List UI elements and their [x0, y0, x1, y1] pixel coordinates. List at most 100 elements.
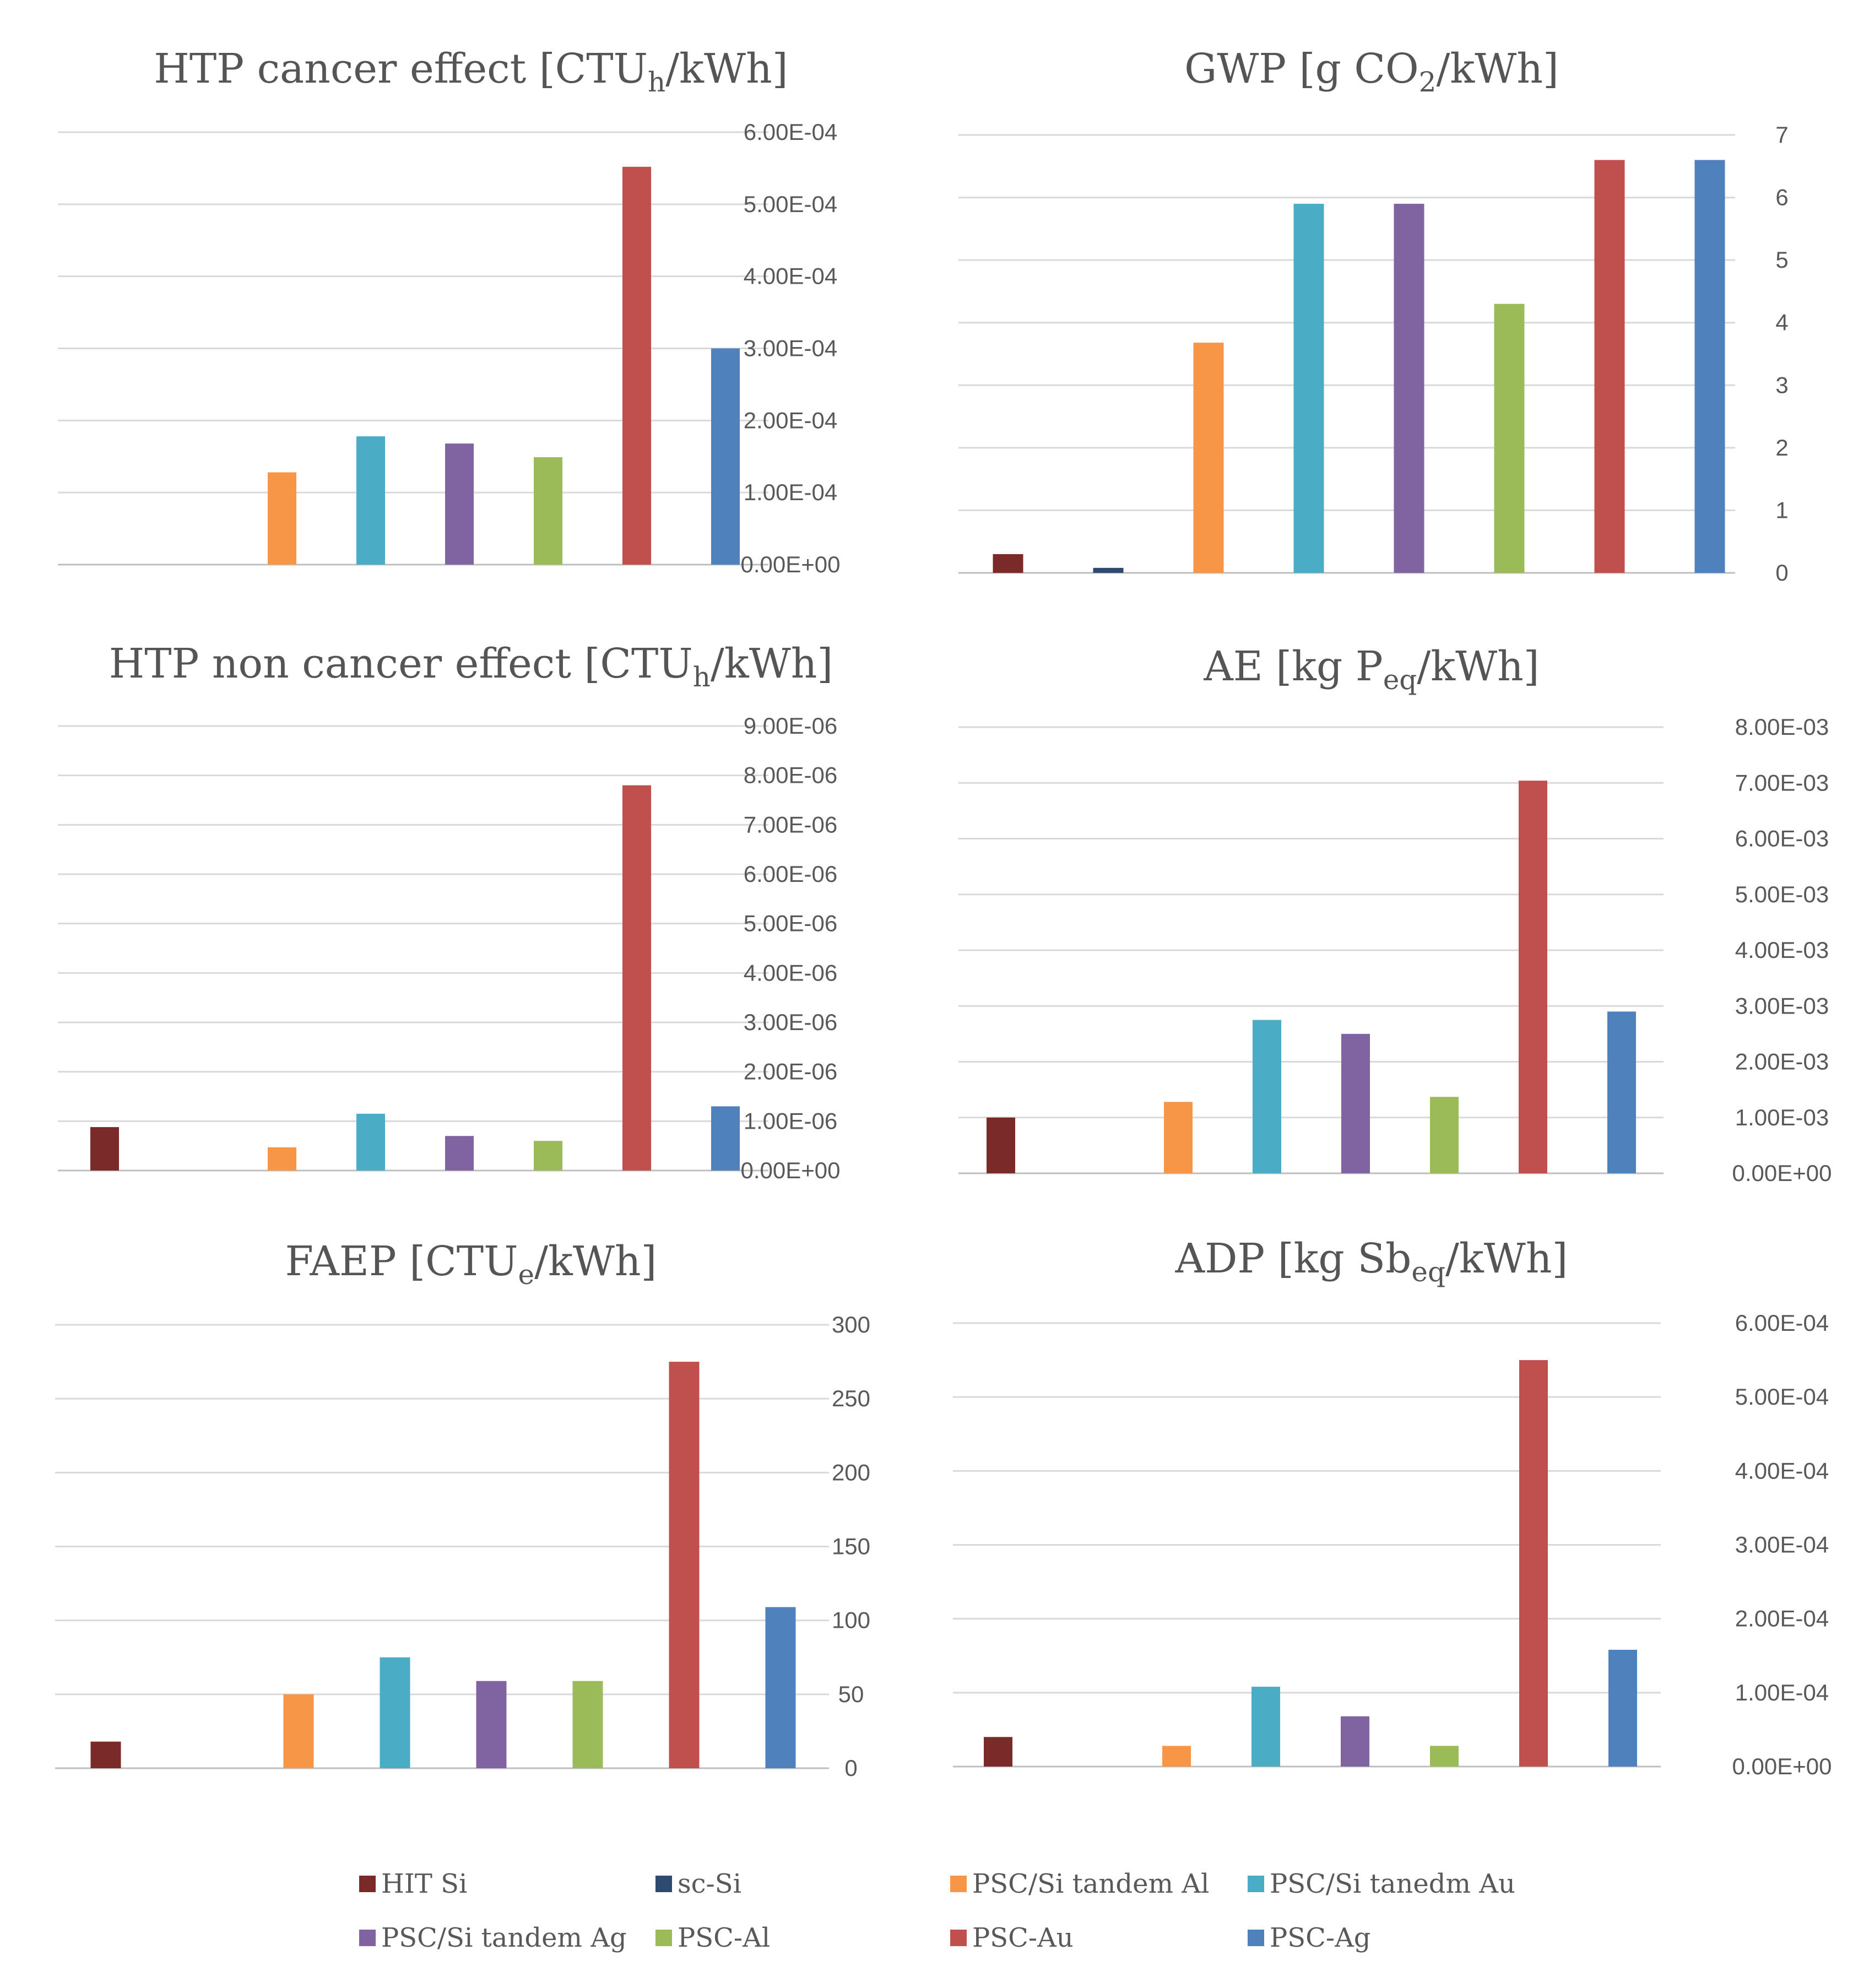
bar-psc-si-tandem-al: [268, 472, 296, 565]
bar-hit-si: [90, 1127, 119, 1171]
legend-item: PSC/Si tandem Al: [950, 1868, 1209, 1899]
y-tick-label: 4.00E-06: [744, 960, 837, 985]
y-tick-label: 0.00E+00: [1732, 1160, 1832, 1186]
bar-psc-si-tandem-al: [1164, 1102, 1193, 1173]
chart-panel-3: HTP non cancer effect [CTUh/kWh] 0.00E+00…: [58, 640, 841, 1183]
y-tick-label: 5: [1775, 247, 1788, 273]
chart-title-subscript: h: [648, 66, 665, 98]
y-tick-label: 0: [1775, 560, 1788, 586]
bar-hit-si: [987, 1117, 1015, 1173]
chart-title-tail: /kWh]: [665, 45, 788, 93]
y-tick-label: 1.00E-04: [1735, 1680, 1829, 1705]
y-tick-label: 150: [832, 1534, 870, 1559]
chart-title-tail: /kWh]: [1436, 45, 1558, 93]
bar-psc-si-tanedm-au: [1293, 203, 1324, 573]
y-tick-label: 0.00E+00: [740, 1157, 840, 1183]
y-tick-label: 6.00E-04: [1735, 1310, 1829, 1336]
chart-title-tail: /kWh]: [711, 640, 833, 687]
y-tick-label: 1: [1775, 497, 1788, 523]
legend-item: PSC-Au: [950, 1922, 1074, 1953]
legend-label: PSC/Si tanedm Au: [1270, 1868, 1515, 1899]
bar-psc-ag: [711, 348, 740, 565]
bar-psc-al: [1494, 304, 1525, 573]
bar-psc-au: [622, 785, 651, 1171]
y-tick-label: 2.00E-04: [1735, 1606, 1829, 1632]
legend-swatch: [655, 1930, 672, 1946]
y-tick-label: 250: [832, 1385, 870, 1411]
bar-psc-au: [1519, 1360, 1548, 1767]
legend-label: PSC/Si tandem Ag: [381, 1922, 627, 1953]
y-tick-label: 7.00E-03: [1735, 770, 1829, 795]
bar-psc-al: [534, 1141, 562, 1171]
legend-item: sc-Si: [655, 1868, 741, 1899]
legend-swatch: [1248, 1876, 1264, 1892]
bar-hit-si: [984, 1737, 1012, 1767]
y-tick-label: 5.00E-03: [1735, 881, 1829, 907]
y-tick-label: 7.00E-06: [744, 811, 837, 837]
legend-label: PSC/Si tandem Al: [972, 1868, 1209, 1899]
y-tick-label: 3.00E-03: [1735, 993, 1829, 1019]
y-tick-label: 9.00E-06: [744, 713, 837, 739]
y-tick-label: 4: [1775, 310, 1788, 335]
y-tick-label: 3: [1775, 372, 1788, 398]
bar-hit-si: [993, 554, 1023, 573]
legend-label: PSC-Ag: [1270, 1922, 1371, 1953]
y-tick-label: 4.00E-03: [1735, 937, 1829, 963]
legend-swatch: [655, 1876, 672, 1892]
legend-item: PSC-Al: [655, 1922, 770, 1953]
y-tick-label: 0: [844, 1755, 857, 1781]
bar-psc-si-tandem-ag: [1341, 1033, 1370, 1173]
y-tick-label: 200: [832, 1459, 870, 1485]
y-tick-label: 300: [832, 1312, 870, 1337]
chart-title-main: FAEP [CTU: [285, 1238, 518, 1285]
chart-title: GWP [g CO2/kWh]: [1184, 45, 1559, 98]
chart-title-main: HTP non cancer effect [CTU: [109, 640, 693, 687]
bar-psc-si-tandem-al: [1193, 343, 1224, 573]
chart-panel-4: AE [kg Peq/kWh] 0.00E+00 1.00E-03 2.00E-03 3…: [958, 643, 1832, 1186]
bar-psc-al: [1430, 1746, 1459, 1767]
bar-psc-si-tanedm-au: [356, 436, 385, 565]
legend-item: PSC/Si tandem Ag: [359, 1922, 627, 1953]
chart-panel-1: HTP cancer effect [CTUh/kWh] 0.00E+00 1.00…: [58, 45, 841, 577]
y-tick-label: 6.00E-06: [744, 861, 837, 887]
y-tick-label: 8.00E-06: [744, 762, 837, 788]
y-tick-label: 2.00E-04: [744, 407, 837, 433]
legend-swatch: [359, 1876, 376, 1892]
chart-title-subscript: eq: [1383, 664, 1417, 696]
y-tick-label: 0.00E+00: [740, 551, 840, 577]
bar-psc-ag: [1608, 1650, 1637, 1767]
bar-psc-si-tandem-al: [283, 1694, 314, 1768]
chart-title-main: HTP cancer effect [CTU: [154, 45, 648, 93]
legend-item: PSC/Si tanedm Au: [1248, 1868, 1515, 1899]
chart-title-subscript: eq: [1411, 1256, 1445, 1288]
y-tick-label: 4.00E-04: [1735, 1458, 1829, 1483]
legend-label: HIT Si: [381, 1868, 467, 1899]
legend-item: HIT Si: [359, 1868, 467, 1899]
bar-psc-au: [1594, 160, 1625, 573]
bar-psc-al: [534, 457, 562, 565]
bar-psc-si-tanedm-au: [1253, 1020, 1281, 1173]
bar-psc-ag: [765, 1607, 796, 1768]
legend-swatch: [1248, 1930, 1264, 1946]
y-tick-label: 8.00E-03: [1735, 714, 1829, 740]
bar-psc-si-tanedm-au: [356, 1113, 385, 1171]
legend-label: PSC-Al: [678, 1922, 770, 1953]
y-tick-label: 3.00E-04: [744, 335, 837, 361]
y-tick-label: 3.00E-04: [1735, 1532, 1829, 1558]
bar-psc-au: [622, 166, 651, 565]
legend-label: PSC-Au: [972, 1922, 1074, 1953]
chart-title-main: ADP [kg Sb: [1175, 1235, 1412, 1282]
chart-title-subscript: e: [518, 1259, 534, 1291]
chart-title-main: GWP [g CO: [1184, 45, 1419, 93]
legend-label: sc-Si: [678, 1868, 741, 1899]
bar-psc-si-tandem-ag: [476, 1681, 507, 1768]
chart-title: FAEP [CTUe/kWh]: [285, 1238, 657, 1291]
bar-psc-si-tandem-ag: [1394, 203, 1424, 573]
chart-title-main: AE [kg P: [1203, 643, 1383, 690]
y-tick-label: 50: [838, 1681, 864, 1707]
chart-title: HTP non cancer effect [CTUh/kWh]: [109, 640, 833, 693]
y-tick-label: 2.00E-03: [1735, 1049, 1829, 1075]
bar-psc-si-tanedm-au: [380, 1657, 410, 1768]
bar-psc-al: [572, 1681, 603, 1768]
chart-title: AE [kg Peq/kWh]: [1203, 643, 1539, 696]
